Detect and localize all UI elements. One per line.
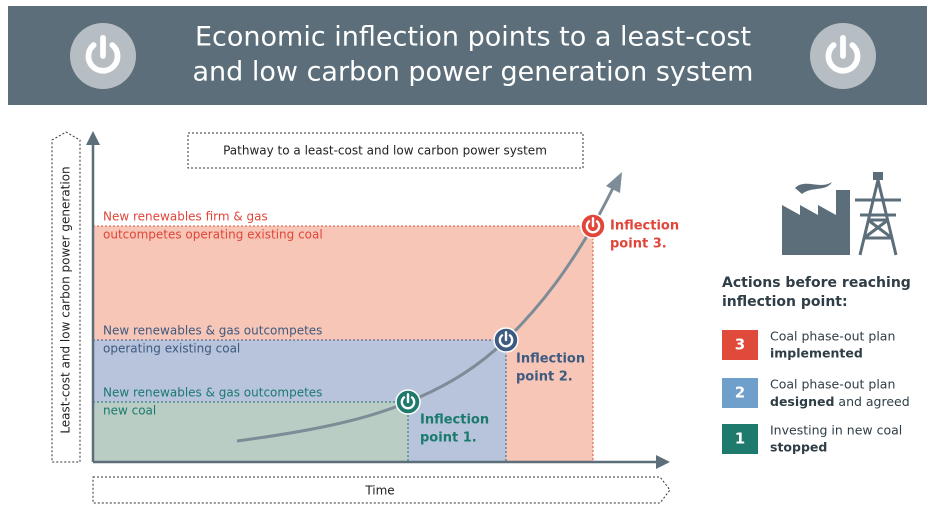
- y-axis-label: Least-cost and low carbon power generati…: [59, 166, 73, 433]
- infographic: Economic inflection points to a least-co…: [0, 0, 935, 506]
- x-axis-arrow: [656, 455, 670, 469]
- x-axis-label: Time: [364, 484, 394, 498]
- point-label: point 2.: [516, 370, 573, 385]
- action-bold: implemented: [770, 346, 863, 361]
- action-text-line: designed and agreed: [770, 394, 910, 409]
- action-tail: and agreed: [834, 394, 909, 409]
- action-number: 1: [735, 430, 745, 448]
- zone-label: new coal: [103, 404, 156, 418]
- action-text: Coal phase-out plan: [770, 329, 895, 344]
- point-label: point 3.: [610, 237, 667, 252]
- pathway-label: Pathway to a least-cost and low carbon p…: [223, 144, 547, 158]
- inflection-marker: [494, 328, 518, 352]
- title-line: Economic inflection points to a least-co…: [195, 22, 751, 53]
- action-bold: stopped: [770, 440, 827, 455]
- power-icon: [70, 23, 136, 89]
- zone-label: New renewables & gas outcompetes: [103, 386, 322, 400]
- actions-title: Actions before reaching: [722, 275, 911, 291]
- point-label: Inflection: [420, 413, 489, 428]
- zone-label: outcompetes operating existing coal: [103, 228, 323, 242]
- title-line: and low carbon power generation system: [193, 57, 754, 88]
- point-label: point 1.: [420, 431, 477, 446]
- factory-pylon-icon: [782, 172, 901, 255]
- inflection-marker: [396, 390, 420, 414]
- action-number: 3: [735, 336, 745, 354]
- curve-arrow: [606, 172, 622, 193]
- action-text: Coal phase-out plan: [770, 377, 895, 392]
- actions-title: inflection point:: [722, 294, 848, 310]
- point-label: Inflection: [610, 219, 679, 234]
- power-icon: [810, 23, 876, 89]
- inflection-marker: [581, 214, 605, 238]
- point-label: Inflection: [516, 352, 585, 367]
- action-number: 2: [735, 384, 745, 402]
- zone-label: New renewables firm & gas: [103, 210, 268, 224]
- zone-label: New renewables & gas outcompetes: [103, 324, 322, 338]
- action-bold: designed: [770, 394, 834, 409]
- action-text: Investing in new coal: [770, 423, 902, 438]
- zone-label: operating existing coal: [103, 342, 240, 356]
- y-axis-arrow: [86, 131, 100, 145]
